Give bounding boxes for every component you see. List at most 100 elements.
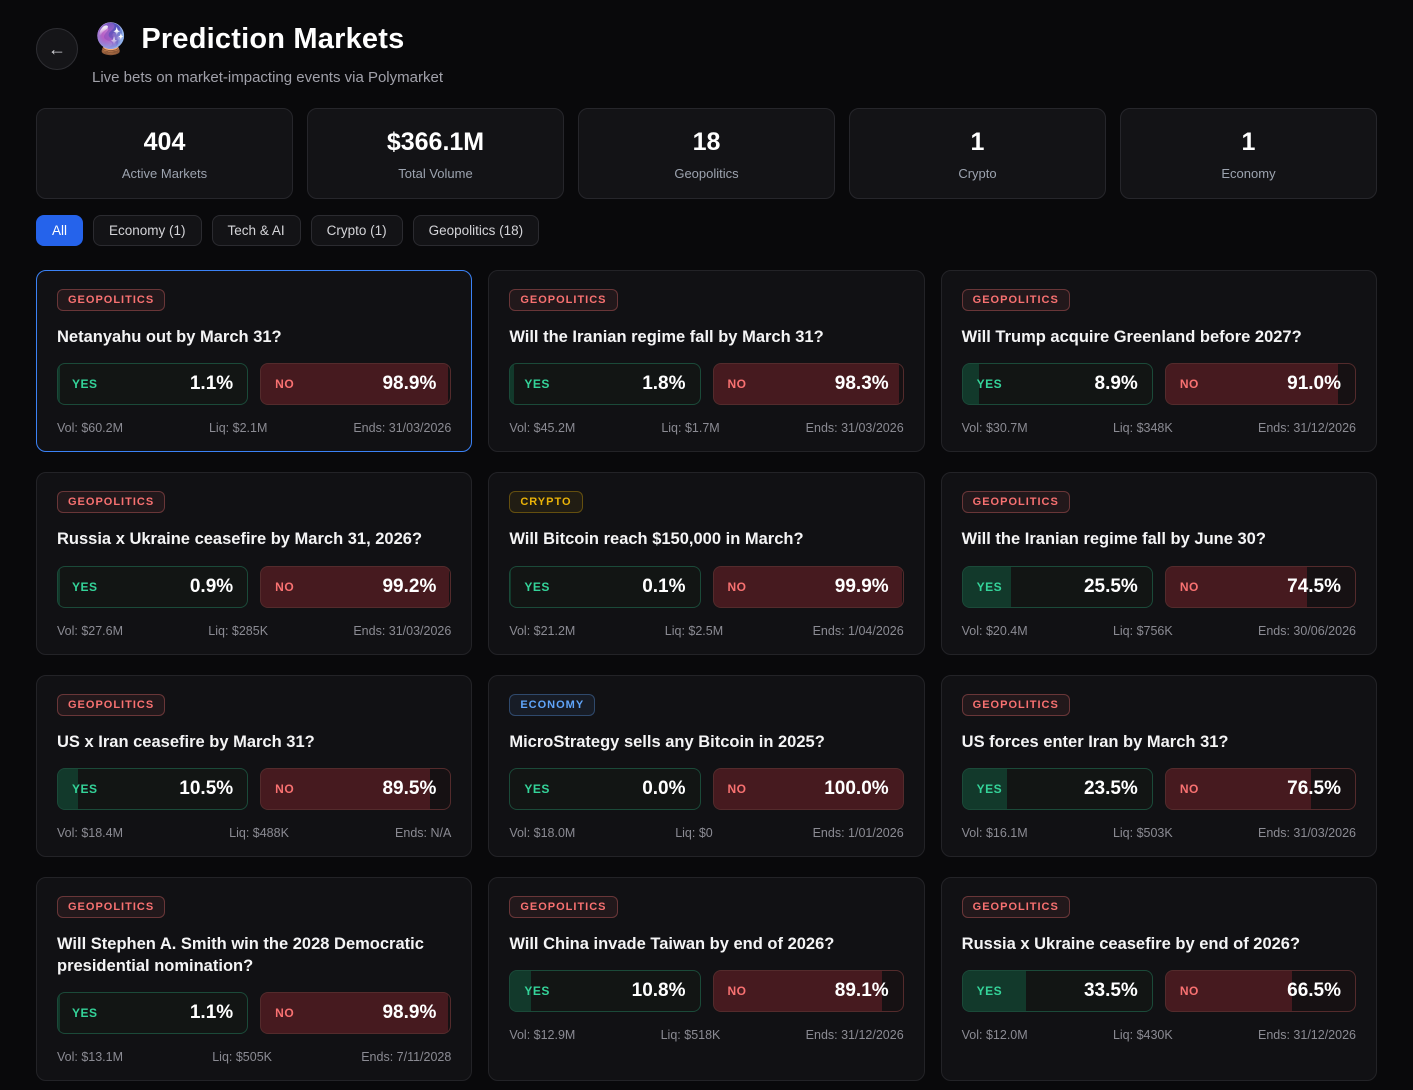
yes-button[interactable]: YES 10.8%: [509, 970, 701, 1013]
stat-card-crypto: 1 Crypto: [849, 108, 1106, 199]
no-button[interactable]: NO 98.9%: [260, 992, 452, 1035]
yes-percent: 23.5%: [1083, 777, 1138, 799]
yes-button[interactable]: YES 23.5%: [961, 767, 1153, 810]
yes-button[interactable]: YES 25.5%: [961, 565, 1153, 608]
back-button[interactable]: ←: [36, 28, 78, 70]
no-button[interactable]: NO 98.3%: [712, 363, 904, 406]
no-button[interactable]: NO 89.1%: [712, 970, 904, 1013]
outcomes-row: YES 25.5% NO 74.5%: [961, 565, 1356, 608]
no-button[interactable]: NO 91.0%: [1164, 363, 1356, 406]
market-liquidity: Liq: $430K: [1112, 1028, 1173, 1043]
no-percent: 89.5%: [382, 777, 437, 799]
stat-label: Economy: [1221, 166, 1276, 181]
no-percent: 91.0%: [1287, 373, 1341, 395]
yes-button[interactable]: YES 0.1%: [509, 565, 701, 608]
no-label: NO: [727, 781, 747, 796]
market-card[interactable]: GEOPOLITICS Netanyahu out by March 31? YES…: [36, 270, 473, 453]
category-badge: GEOPOLITICS: [961, 491, 1070, 514]
market-card[interactable]: GEOPOLITICS US forces enter Iran by March…: [940, 674, 1377, 857]
market-question: Will China invade Taiwan by end of 2026?: [509, 934, 835, 953]
filters-row: All Economy (1) Tech & AI Crypto (1) Geopoli…: [36, 215, 1377, 246]
market-ends: Ends: 31/03/2026: [353, 421, 452, 436]
crystal-ball-icon: 🔮: [92, 23, 130, 56]
market-card[interactable]: GEOPOLITICS Will Trump acquire Greenland …: [940, 270, 1377, 453]
no-label: NO: [1179, 984, 1199, 999]
market-card[interactable]: GEOPOLITICS Will Stephen A. Smith win the…: [36, 876, 473, 1082]
filter-tab-geopolitics-18[interactable]: Geopolitics (18): [412, 215, 540, 246]
no-percent: 98.9%: [382, 1002, 437, 1024]
filter-tab-all[interactable]: All: [36, 215, 84, 246]
outcomes-row: YES 1.1% NO 98.9%: [57, 992, 452, 1035]
yes-button[interactable]: YES 1.1%: [57, 363, 249, 406]
stats-row: 404 Active Markets $366.1M Total Volume 18 Ge…: [36, 108, 1377, 199]
yes-button[interactable]: YES 1.1%: [57, 992, 249, 1035]
yes-button[interactable]: YES 8.9%: [961, 363, 1153, 406]
yes-button[interactable]: YES 33.5%: [961, 970, 1153, 1013]
no-percent: 89.1%: [834, 980, 889, 1002]
no-percent: 99.9%: [834, 575, 889, 597]
yes-percent: 10.8%: [631, 980, 686, 1002]
no-progress-fill: [1165, 364, 1338, 405]
page-subtitle: Live bets on market-impacting events via…: [92, 69, 443, 86]
no-progress-fill: [713, 364, 900, 405]
yes-label: YES: [524, 377, 550, 392]
yes-percent: 1.1%: [189, 373, 234, 395]
yes-button[interactable]: YES 10.5%: [57, 767, 249, 810]
outcomes-row: YES 0.0% NO 100.0%: [509, 767, 904, 810]
no-progress-fill: [261, 364, 449, 405]
yes-button[interactable]: YES 1.8%: [509, 363, 701, 406]
market-card[interactable]: ECONOMY MicroStrategy sells any Bitcoin i…: [488, 674, 925, 857]
market-card[interactable]: GEOPOLITICS US x Iran ceasefire by March …: [36, 674, 473, 857]
market-meta: Vol: $16.1M Liq: $503K Ends: 31/03/2026: [962, 826, 1356, 840]
market-meta: Vol: $30.7M Liq: $348K Ends: 31/12/2026: [962, 421, 1356, 435]
market-liquidity: Liq: $518K: [660, 1028, 721, 1043]
yes-label: YES: [976, 377, 1003, 392]
market-card[interactable]: GEOPOLITICS Will the Iranian regime fall …: [488, 270, 925, 453]
yes-button[interactable]: YES 0.0%: [509, 767, 701, 810]
no-button[interactable]: NO 100.0%: [712, 767, 904, 810]
yes-progress-fill: [58, 364, 61, 405]
no-button[interactable]: NO 98.9%: [260, 363, 452, 406]
market-card[interactable]: GEOPOLITICS Will China invade Taiwan by e…: [488, 876, 925, 1082]
no-label: NO: [727, 579, 747, 594]
no-button[interactable]: NO 66.5%: [1164, 970, 1356, 1013]
stat-value: 1: [970, 128, 985, 156]
category-badge: GEOPOLITICS: [57, 693, 166, 716]
market-ends: Ends: 1/04/2026: [812, 623, 904, 638]
stat-card-active-markets: 404 Active Markets: [36, 108, 293, 199]
market-question: Will Stephen A. Smith win the 2028 Democ…: [57, 934, 424, 976]
yes-label: YES: [72, 1006, 98, 1021]
market-card[interactable]: GEOPOLITICS Russia x Ukraine ceasefire by…: [36, 472, 473, 655]
no-button[interactable]: NO 89.5%: [260, 767, 452, 810]
market-card[interactable]: GEOPOLITICS Russia x Ukraine ceasefire by…: [940, 876, 1377, 1082]
no-label: NO: [275, 377, 295, 392]
yes-percent: 1.8%: [642, 373, 686, 395]
page-header: ← 🔮 Prediction Markets Live bets on mark…: [36, 22, 1377, 86]
no-button[interactable]: NO 76.5%: [1164, 767, 1356, 810]
no-button[interactable]: NO 99.2%: [260, 565, 452, 608]
no-percent: 74.5%: [1287, 575, 1341, 597]
yes-button[interactable]: YES 0.9%: [57, 565, 249, 608]
market-ends: Ends: 31/03/2026: [805, 421, 904, 436]
filter-tab-crypto-1[interactable]: Crypto (1): [310, 215, 403, 246]
outcomes-row: YES 1.8% NO 98.3%: [509, 363, 904, 406]
filter-tab-tech-ai[interactable]: Tech & AI: [211, 215, 301, 246]
no-button[interactable]: NO 99.9%: [712, 565, 904, 608]
market-card[interactable]: GEOPOLITICS Will the Iranian regime fall …: [940, 472, 1377, 655]
market-meta: Vol: $21.2M Liq: $2.5M Ends: 1/04/2026: [509, 624, 903, 638]
market-volume: Vol: $30.7M: [961, 421, 1028, 436]
category-badge: GEOPOLITICS: [961, 289, 1070, 311]
category-badge: GEOPOLITICS: [57, 289, 166, 311]
yes-percent: 1.1%: [189, 1002, 234, 1024]
stat-card-geopolitics: 18 Geopolitics: [578, 108, 835, 199]
category-badge: CRYPTO: [509, 491, 583, 514]
filter-tab-economy-1[interactable]: Economy (1): [93, 215, 202, 246]
market-card[interactable]: CRYPTO Will Bitcoin reach $150,000 in Mar…: [488, 472, 925, 655]
yes-label: YES: [976, 579, 1003, 594]
no-button[interactable]: NO 74.5%: [1164, 565, 1356, 608]
yes-progress-fill: [962, 971, 1027, 1012]
market-volume: Vol: $60.2M: [57, 421, 124, 436]
no-percent: 76.5%: [1287, 777, 1341, 799]
no-label: NO: [1179, 781, 1199, 796]
no-percent: 98.3%: [834, 373, 889, 395]
